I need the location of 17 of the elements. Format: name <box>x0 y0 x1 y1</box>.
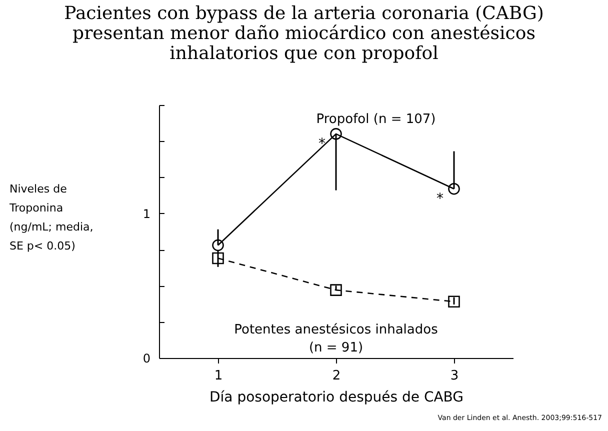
x-tick-label: 1 <box>214 368 223 384</box>
annotation: * <box>318 136 326 152</box>
x-tick-label: 2 <box>332 368 341 384</box>
chart-title: Pacientes con bypass de la arteria coronaria (CABG) presentan menor daño miocárdico con anestésicos inhalatorios que con propofol <box>64 3 544 64</box>
x-tick-label: 3 <box>450 368 459 384</box>
series-label: Potentes anestésicos inhalados (n = 91) <box>234 322 438 356</box>
y-axis-title: Niveles de Troponina (ng/mL; media, SE p< 0.05) <box>8 182 94 252</box>
point <box>448 296 460 308</box>
point <box>330 128 342 140</box>
point <box>448 182 460 195</box>
x-axis-title: Día posoperatorio después de CABG <box>210 390 464 406</box>
series-label: Propofol (n = 107) <box>316 112 436 127</box>
annotation: * <box>436 190 444 207</box>
point <box>212 239 224 252</box>
point <box>330 284 342 296</box>
point <box>212 252 224 264</box>
y-tick-label: 0 <box>142 352 150 366</box>
